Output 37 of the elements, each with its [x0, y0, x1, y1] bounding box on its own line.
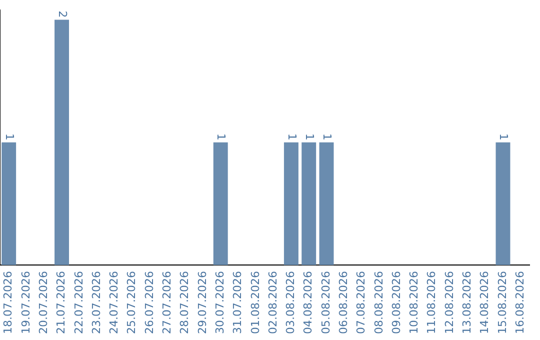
x-tick-label: 25.07.2026: [125, 271, 138, 334]
x-tick-label: 29.07.2026: [196, 271, 209, 334]
data-label: 2: [56, 10, 69, 18]
x-tick-label: 23.07.2026: [90, 271, 103, 334]
x-tick-label: 01.08.2026: [248, 271, 262, 334]
x-tick-label: 10.08.2026: [408, 271, 421, 334]
x-tick-label: 31.07.2026: [231, 271, 244, 334]
x-tick-label: 04.08.2026: [302, 271, 315, 334]
x-tick-label: 22.07.2026: [72, 271, 86, 334]
x-tick-label: 27.07.2026: [160, 271, 174, 334]
x-tick-label: 07.08.2026: [354, 271, 368, 334]
x-tick-label: 08.08.2026: [372, 271, 386, 334]
x-tick-label: 02.08.2026: [266, 271, 280, 334]
x-tick-label: 06.08.2026: [337, 271, 350, 334]
x-tick-label: 28.07.2026: [178, 271, 192, 334]
data-label: 1: [2, 133, 16, 140]
x-tick-label: 30.07.2026: [213, 271, 226, 334]
x-tick-label: 13.08.2026: [460, 271, 474, 334]
data-label: 1: [285, 133, 298, 140]
data-label: 1: [302, 133, 316, 140]
x-tick-label: 24.07.2026: [108, 271, 121, 334]
data-label: 1: [497, 133, 510, 140]
x-tick-label: 26.07.2026: [142, 271, 156, 334]
x-tick-label: 16.08.2026: [513, 271, 526, 334]
x-tick-label: 03.08.2026: [284, 271, 298, 334]
x-tick-label: 18.07.2026: [2, 271, 15, 334]
data-label: 1: [320, 133, 334, 140]
x-tick-label: 21.07.2026: [54, 271, 68, 334]
data-label: 1: [214, 133, 228, 140]
x-tick-label: 20.07.2026: [36, 271, 50, 334]
x-tick-label: 15.08.2026: [496, 271, 509, 334]
x-tick-label: 19.07.2026: [19, 271, 32, 334]
x-tick-label: 12.08.2026: [442, 271, 456, 334]
x-tick-label: 09.08.2026: [390, 271, 403, 334]
x-tick-label: 14.08.2026: [478, 271, 492, 334]
x-tick-label: 05.08.2026: [319, 271, 332, 334]
x-tick-label: 11.08.2026: [425, 271, 438, 334]
